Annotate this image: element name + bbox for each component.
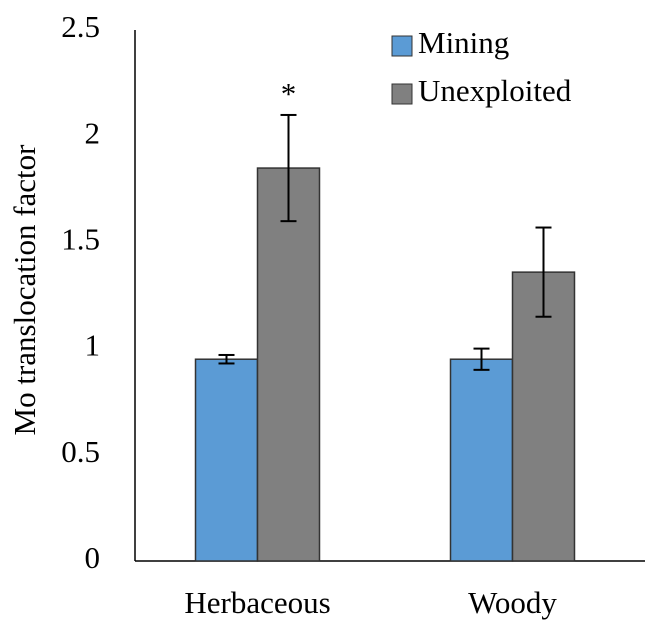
y-tick-label: 1.5 bbox=[61, 222, 100, 257]
y-tick-label: 2 bbox=[85, 115, 101, 150]
legend-swatch bbox=[391, 35, 413, 57]
x-tick-label: Herbaceous bbox=[184, 585, 330, 620]
bar bbox=[449, 358, 514, 562]
legend-label: Mining bbox=[418, 25, 509, 60]
bar bbox=[511, 271, 576, 562]
annotation: * bbox=[281, 76, 297, 111]
y-tick-label: 0.5 bbox=[61, 434, 100, 469]
y-tick-label: 0 bbox=[85, 540, 101, 575]
bar bbox=[256, 167, 321, 562]
y-tick-label: 2.5 bbox=[61, 9, 100, 44]
bar bbox=[194, 358, 259, 562]
y-axis-label: Mo translocation factor bbox=[7, 144, 42, 436]
x-tick-label: Woody bbox=[468, 585, 557, 620]
legend-label: Unexploited bbox=[418, 73, 572, 108]
y-tick-label: 1 bbox=[85, 328, 101, 363]
legend-swatch bbox=[391, 83, 413, 105]
